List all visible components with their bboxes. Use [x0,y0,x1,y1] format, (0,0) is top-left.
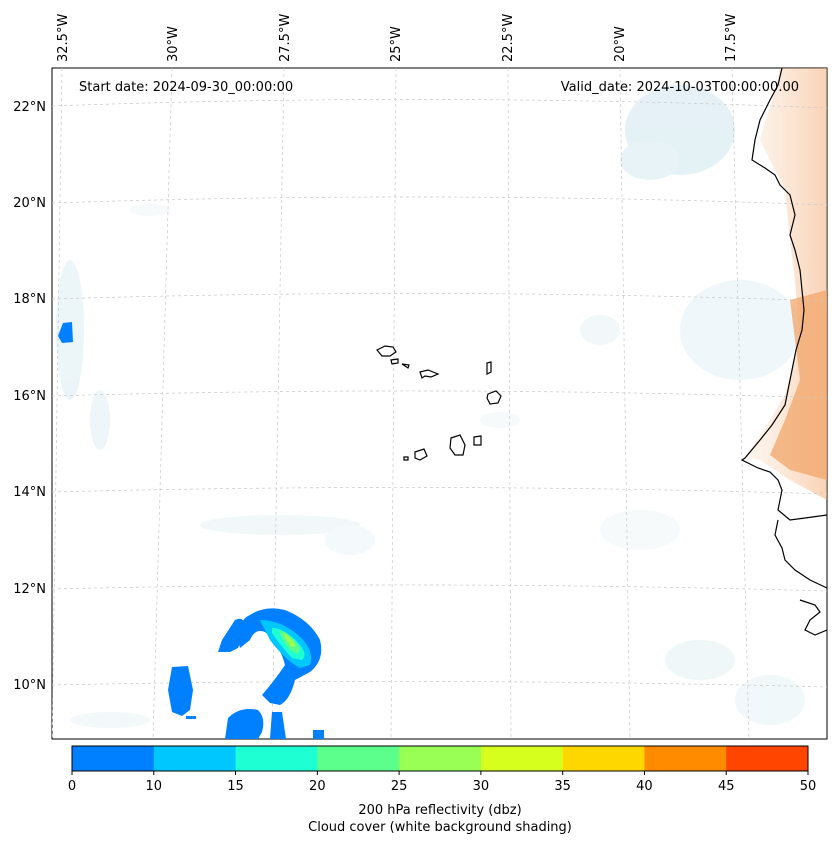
lat-label: 16°N [13,389,46,404]
colorbar-segment [317,746,400,771]
coastline [740,68,827,636]
island [486,390,502,405]
colorbar-tick-label: 30 [473,779,490,794]
reflectivity-blob [168,666,193,716]
reflectivity-blobs [58,322,324,739]
reflectivity-blob [238,608,322,705]
latitude-labels: 22°N 20°N 18°N 16°N 14°N 12°N 10°N [13,100,46,693]
lat-label: 20°N [13,196,46,211]
plot-frame [51,67,828,740]
colorbar-tick-label: 0 [68,779,76,794]
colorbar-tick-label: 15 [227,779,244,794]
coastal-shading-strong [770,290,827,480]
colorbar-sublabel: Cloud cover (white background shading) [308,820,572,835]
cloud-cover-shading [56,85,805,728]
lon-label: 25°W [389,26,404,62]
colorbar-frame [71,745,809,772]
reflectivity-blob [58,322,73,343]
colorbar-segment [72,746,155,771]
island [414,448,428,461]
cape-verde-islands [376,345,502,461]
colorbar-segment [235,746,318,771]
colorbar-tick-label: 40 [636,779,653,794]
map-content [52,68,827,739]
colorbar-segment [399,746,482,771]
colorbar-segments [72,746,809,771]
colorbar-tick-label: 45 [718,779,735,794]
colorbar-tick-label: 20 [309,779,326,794]
lon-label: 17.5°W [724,14,739,62]
colorbar: 0 10 15 20 25 30 35 40 45 50 200 hPa reflectivity… [68,745,816,835]
lat-label: 22°N [13,100,46,115]
colorbar-segment [153,746,237,771]
lat-label: 10°N [13,678,46,693]
valid-date-label: Valid_date: 2024-10-03T00:00:00.00 [561,80,799,95]
start-date-label: Start date: 2024-09-30_00:00:00 [79,80,293,95]
island [486,361,492,375]
island [403,456,409,461]
colorbar-segment [562,746,645,771]
lon-label: 32.5°W [56,14,71,62]
island [390,358,399,365]
colorbar-segment [644,746,727,771]
colorbar-segment [480,746,564,771]
colorbar-tick-label: 25 [391,779,408,794]
lat-label: 18°N [13,292,46,307]
colorbar-segment [726,746,809,771]
lon-label: 22.5°W [501,14,516,62]
reflectivity-blob [225,709,264,739]
longitude-labels: 32.5°W 30°W 27.5°W 25°W 22.5°W 20°W 17.5… [56,14,739,62]
colorbar-tick-label: 10 [146,779,163,794]
island [376,345,397,357]
lon-label: 27.5°W [278,14,293,62]
reflectivity-blob [218,618,246,652]
island [419,369,440,379]
colorbar-ticks: 0 10 15 20 25 30 35 40 45 50 [68,771,816,794]
lon-label: 20°W [613,26,628,62]
island [401,363,410,369]
lat-label: 14°N [13,485,46,500]
island [449,434,466,456]
reflectivity-blob [313,730,324,739]
lon-label: 30°W [166,26,181,62]
colorbar-tick-label: 50 [800,779,817,794]
colorbar-tick-label: 35 [554,779,571,794]
reflectivity-blob [186,716,196,719]
lat-label: 12°N [13,582,46,597]
reflectivity-blob [270,712,286,739]
reflectivity-blob [284,632,296,647]
island [473,435,482,446]
colorbar-label: 200 hPa reflectivity (dbz) [358,803,521,818]
